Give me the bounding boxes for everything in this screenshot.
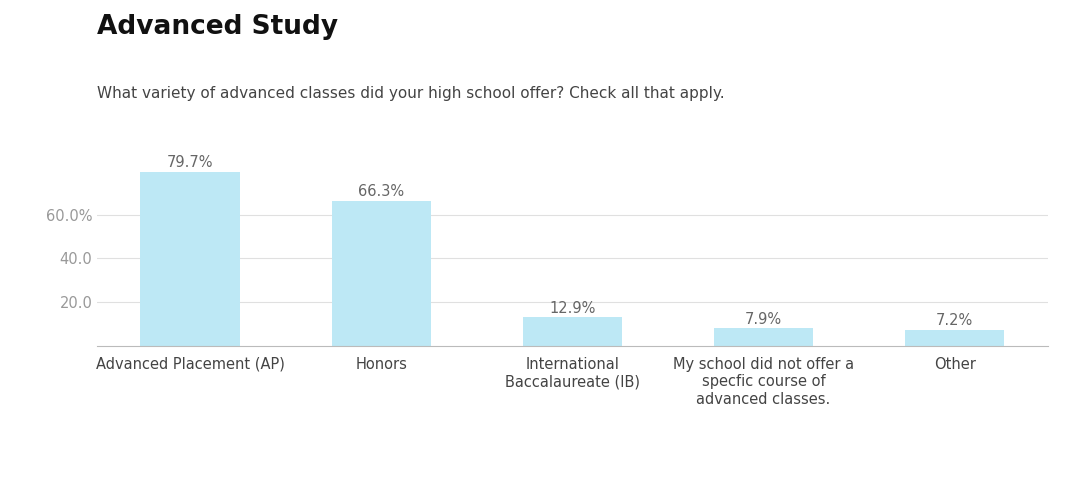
Bar	[905, 330, 1004, 346]
Text: 7.9%: 7.9%	[745, 312, 782, 326]
Bar	[523, 317, 622, 346]
Text: 7.2%: 7.2%	[936, 313, 973, 328]
Text: What variety of advanced classes did your high school offer? Check all that appl: What variety of advanced classes did you…	[97, 86, 725, 101]
Bar	[140, 172, 240, 346]
Bar	[332, 201, 431, 346]
Text: Advanced Study: Advanced Study	[97, 14, 338, 40]
Text: 79.7%: 79.7%	[166, 155, 214, 170]
Text: 12.9%: 12.9%	[550, 300, 595, 316]
Bar	[714, 328, 813, 346]
Text: 66.3%: 66.3%	[359, 184, 404, 199]
